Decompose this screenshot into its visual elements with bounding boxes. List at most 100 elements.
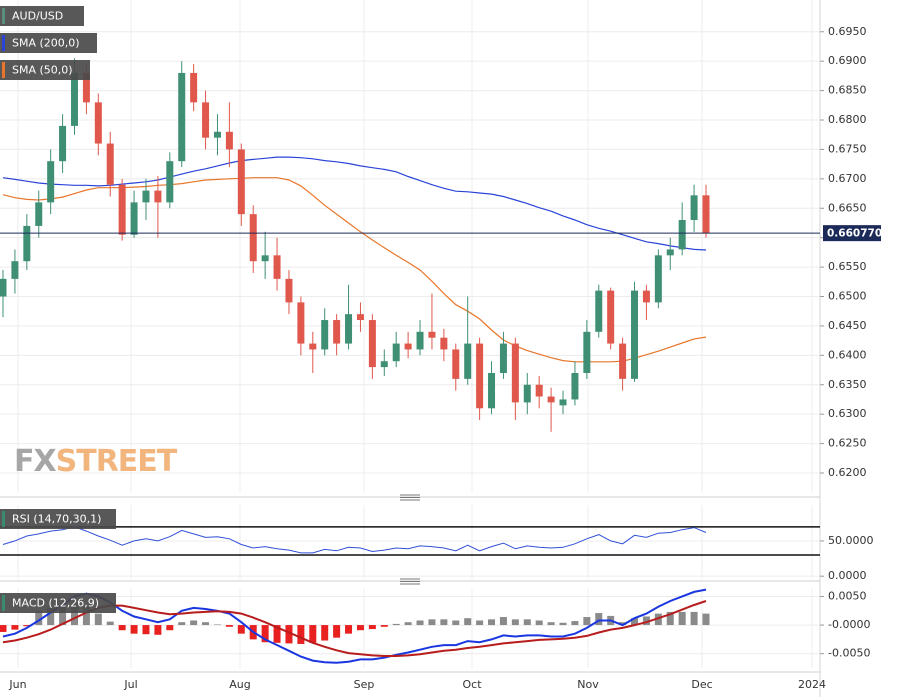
candle-body [452,349,460,379]
histogram-bar [130,625,138,634]
panel-handle[interactable] [400,578,420,585]
y-tick-label: 0.6500 [828,290,867,303]
legend-label: RSI (14,70,30,1) [12,513,101,526]
histogram-bar [428,619,436,626]
histogram-bar [213,624,221,626]
candle-body [678,220,686,250]
candle-body [380,361,388,368]
candle-body [499,343,507,373]
histogram-bar [285,625,293,644]
candle-body [94,102,102,144]
histogram-bar [547,622,555,626]
histogram-bar [237,625,245,634]
legend-box [0,509,116,529]
legend-swatch [2,8,5,24]
histogram-bar [440,619,448,626]
y-tick-label: 0.0050 [828,589,867,602]
legend-box [0,593,116,613]
candle-body [130,202,138,235]
histogram-bar [273,625,281,643]
candle-body [488,372,496,409]
histogram-bar [559,622,567,626]
legend-label: AUD/USD [12,10,63,23]
y-tick-label: 0.6700 [828,172,867,185]
candle-body [333,320,341,344]
histogram-bar [202,622,210,626]
candle-body [547,396,555,403]
candle-body [440,337,448,350]
candle-body [654,255,662,303]
histogram-bar [309,625,317,643]
candle-body [345,314,353,344]
y-tick-label: -0.0050 [828,647,870,660]
candle-body [82,72,90,103]
histogram-bar [619,622,627,626]
legend-label: MACD (12,26,9) [12,597,99,610]
candle-body [70,72,78,126]
candle-body [368,320,376,368]
candle-body [464,343,472,379]
candle-body [213,131,221,138]
candle-body [535,384,543,397]
candle-body [23,225,31,262]
histogram-bar [488,619,496,626]
histogram-bar [476,620,484,626]
watermark-part: STREET [56,444,178,479]
histogram-bar [59,606,67,626]
histogram-bar [166,625,174,631]
histogram-bar [154,625,162,635]
y-tick-label: 0.6900 [828,54,867,67]
histogram-bar [35,611,43,626]
histogram-bar [23,625,31,627]
histogram-bar [642,616,650,626]
panel-handle[interactable] [400,494,420,501]
candle-body [476,343,484,409]
candle-body [523,384,531,403]
histogram-bar [321,625,329,641]
x-tick-label: 2024 [798,678,826,691]
candle-body [416,331,424,350]
candle-body [404,343,412,350]
legend-label: SMA (200,0) [12,37,80,50]
candle-body [11,261,19,279]
x-tick-label: Jul [123,678,137,691]
y-tick-label: 0.0000 [828,569,867,582]
histogram-bar [190,620,198,626]
histogram-bar [0,625,7,632]
candle-body [619,343,627,379]
y-tick-label: 0.6550 [828,260,867,273]
candle-body [702,195,710,233]
histogram-bar [678,611,686,626]
candle-body [297,302,305,344]
candle-body [285,278,293,303]
candle-body [392,343,400,362]
candle-body [607,290,615,344]
legend-swatch [2,595,5,611]
y-tick-label: 0.6800 [828,113,867,126]
y-tick-label: 50.0000 [828,534,874,547]
candle-body [35,202,43,226]
histogram-bar [452,620,460,626]
histogram-bar [297,625,305,644]
candle-body [631,290,639,379]
y-tick-label: 0.6650 [828,201,867,214]
histogram-bar [82,606,90,626]
histogram-bar [464,618,472,626]
histogram-bar [404,622,412,626]
candle-body [190,72,198,103]
candle-body [237,149,245,215]
histogram-bar [225,625,233,627]
candle-body [118,184,126,235]
histogram-bar [535,620,543,626]
y-tick-label: 0.6400 [828,348,867,361]
candle-body [595,290,603,332]
watermark: FXSTREET [14,444,178,479]
watermark-part: FX [14,444,56,479]
candle-body [321,320,329,350]
histogram-bar [654,613,662,626]
candle-body [225,131,233,150]
last-price-box [823,225,881,242]
y-tick-label: 0.6300 [828,407,867,420]
legend-swatch [2,62,5,78]
